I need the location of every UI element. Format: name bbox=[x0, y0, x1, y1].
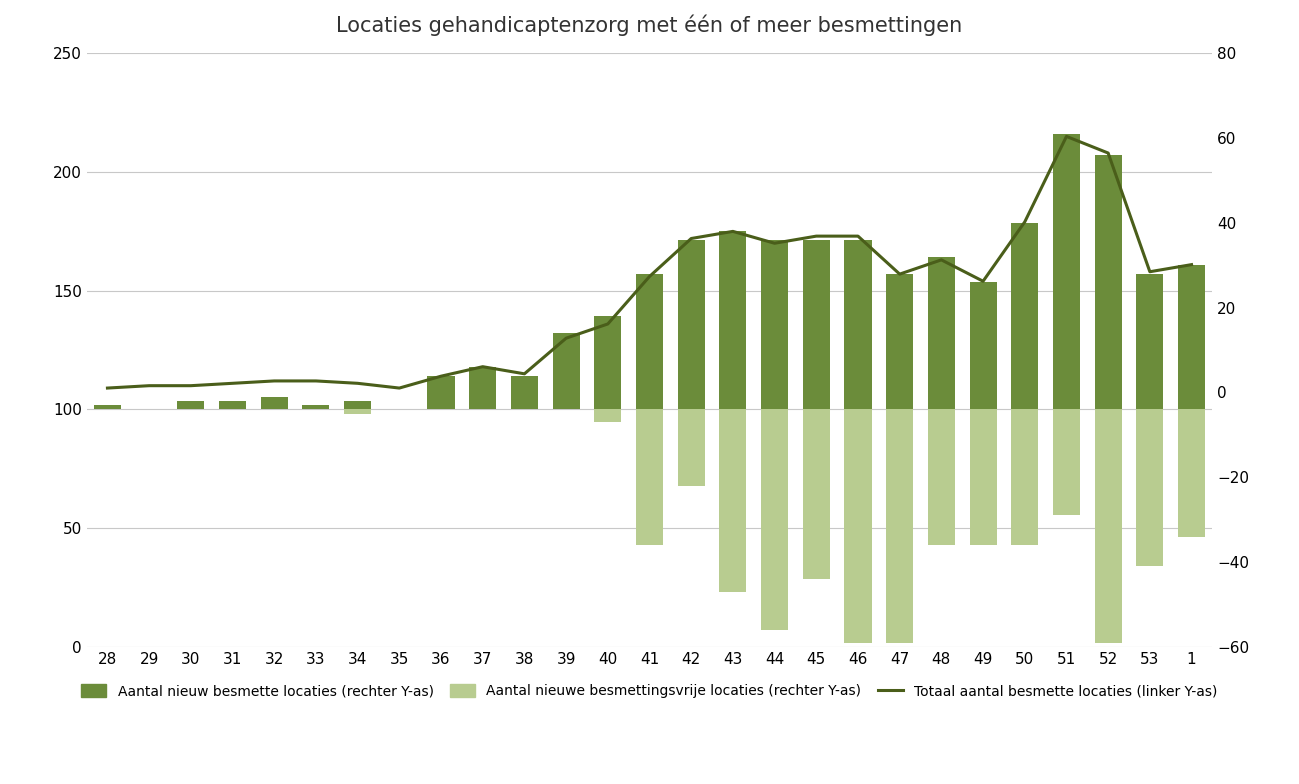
Bar bbox=[844, 240, 872, 409]
Bar bbox=[220, 401, 246, 409]
Bar bbox=[886, 409, 913, 643]
Legend: Aantal nieuw besmette locaties (rechter Y-as), Aantal nieuwe besmettingsvrije lo: Aantal nieuw besmette locaties (rechter … bbox=[74, 677, 1225, 705]
Bar bbox=[803, 240, 830, 409]
Bar bbox=[344, 401, 372, 409]
Bar bbox=[1011, 409, 1038, 545]
Bar bbox=[678, 409, 705, 486]
Bar bbox=[637, 409, 662, 545]
Bar bbox=[511, 376, 538, 409]
Bar bbox=[427, 376, 455, 409]
Bar bbox=[803, 409, 830, 579]
Bar bbox=[1178, 409, 1205, 536]
Bar bbox=[969, 409, 996, 545]
Bar bbox=[303, 405, 330, 409]
Bar bbox=[344, 409, 372, 414]
Bar bbox=[94, 405, 121, 409]
Bar bbox=[969, 282, 996, 409]
Bar bbox=[1011, 223, 1038, 409]
Bar bbox=[761, 409, 788, 630]
Bar bbox=[1095, 155, 1122, 409]
Bar bbox=[1178, 265, 1205, 409]
Bar bbox=[469, 367, 496, 409]
Bar bbox=[261, 397, 288, 409]
Bar bbox=[177, 401, 204, 409]
Bar bbox=[1137, 409, 1164, 566]
Bar bbox=[761, 240, 788, 409]
Title: Locaties gehandicaptenzorg met één of meer besmettingen: Locaties gehandicaptenzorg met één of me… bbox=[336, 15, 963, 37]
Bar bbox=[720, 409, 747, 592]
Bar bbox=[927, 257, 955, 409]
Bar bbox=[678, 240, 705, 409]
Bar bbox=[1095, 409, 1122, 643]
Bar bbox=[1053, 134, 1079, 409]
Bar bbox=[886, 274, 913, 409]
Bar bbox=[927, 409, 955, 545]
Bar bbox=[594, 316, 621, 409]
Bar bbox=[594, 409, 621, 422]
Bar bbox=[552, 333, 579, 409]
Bar bbox=[637, 274, 662, 409]
Bar bbox=[1137, 274, 1164, 409]
Bar bbox=[720, 231, 747, 409]
Bar bbox=[1053, 409, 1079, 515]
Bar bbox=[844, 409, 872, 643]
